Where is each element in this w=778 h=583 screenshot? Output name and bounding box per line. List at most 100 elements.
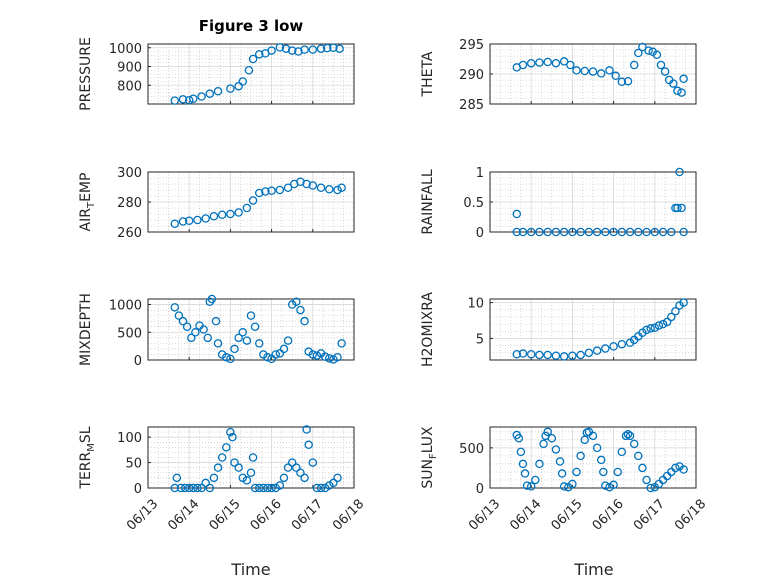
y-axis-label: SUNFLUX [420, 426, 439, 489]
data-point [238, 77, 248, 86]
data-point [207, 294, 217, 304]
data-point [588, 431, 598, 441]
data-point [316, 183, 326, 192]
data-point [213, 463, 223, 472]
x-tick-label: 06/14 [165, 497, 202, 534]
data-point [178, 217, 188, 226]
data-point [222, 443, 231, 452]
data-point [576, 227, 585, 237]
data-point [518, 227, 528, 237]
x-tick-label: 06/13 [124, 497, 161, 534]
data-point [312, 351, 322, 360]
data-point [178, 95, 188, 104]
y-tick-label: 285 [459, 98, 484, 113]
data-point [296, 468, 305, 477]
data-point [263, 483, 272, 493]
data-point [547, 433, 557, 443]
data-point [329, 355, 338, 364]
data-point [275, 481, 285, 490]
data-point [238, 473, 248, 483]
data-point [609, 480, 618, 490]
data-point [325, 184, 334, 194]
data-point [275, 43, 285, 52]
data-point [242, 476, 252, 485]
data-point [658, 319, 668, 329]
data-point [656, 60, 666, 70]
data-point [300, 316, 309, 326]
data-point [217, 453, 227, 462]
data-point [559, 352, 569, 361]
data-point [170, 219, 180, 228]
data-point [189, 483, 198, 493]
data-point [559, 227, 569, 237]
subplot-2: 285 290 295 THETA [420, 38, 697, 113]
data-point [180, 483, 190, 493]
data-point [304, 440, 313, 450]
data-point [617, 339, 627, 349]
data-point [222, 352, 231, 362]
data-point [213, 87, 223, 96]
data-point [673, 86, 682, 96]
data-point [205, 483, 215, 493]
data-point [320, 483, 330, 493]
data-point [629, 439, 639, 449]
subplot-5: 0 500 1000 MIXDEPTH [78, 293, 355, 369]
y-axis-label: MIXDEPTH [78, 293, 94, 366]
y-tick-label: 5 [476, 332, 484, 347]
data-point [300, 473, 309, 483]
y-tick-label: 300 [117, 166, 142, 181]
data-point [242, 203, 252, 213]
subplot-7: 0 50 100 06/13 06/14 06/15 06/16 06/17 06/18 TERR… [78, 425, 367, 534]
data-point [576, 451, 585, 461]
data-point [646, 324, 655, 333]
data-point [580, 66, 590, 76]
data-point [526, 58, 536, 68]
x-tick-label: 06/16 [248, 497, 285, 534]
x-tick-label: 06/18 [672, 497, 709, 534]
figure-title: Figure 3 low [199, 17, 304, 35]
data-point [283, 336, 293, 345]
data-point [522, 481, 532, 490]
data-point [230, 458, 239, 467]
data-point [671, 306, 680, 316]
y-axis-label: TERRMSL [78, 426, 97, 489]
data-point [209, 211, 219, 221]
y-tick-label: 0 [134, 482, 142, 497]
plot-frame [147, 171, 355, 233]
data-point [174, 311, 184, 320]
data-point [675, 167, 684, 177]
data-point [559, 482, 569, 491]
x-tick-label: 06/13 [466, 497, 503, 534]
data-point [250, 322, 260, 331]
data-point [308, 181, 318, 190]
data-point [254, 188, 264, 198]
data-point [308, 45, 318, 54]
x-tick-label: 06/17 [631, 497, 668, 534]
data-point [308, 458, 318, 467]
data-point [242, 336, 252, 345]
data-point [203, 333, 212, 343]
plot-frame [489, 43, 697, 105]
data-point [568, 227, 577, 237]
data-point [308, 350, 318, 359]
subplot-3: 260 280 300 AIRTEMP [78, 166, 355, 241]
y-tick-label: 1 [476, 166, 484, 181]
data-point [329, 43, 338, 53]
data-point [650, 227, 660, 237]
data-point [178, 316, 188, 326]
data-point [679, 74, 688, 84]
data-point [176, 483, 186, 493]
y-tick-label: 260 [117, 226, 142, 241]
data-point [572, 467, 581, 477]
y-tick-label: 10 [467, 297, 484, 312]
data-point [629, 60, 639, 70]
x-tick-label: 06/18 [330, 497, 367, 534]
data-point [642, 325, 651, 335]
y-axis-label: THETA [420, 51, 436, 97]
data-point [283, 183, 293, 192]
data-point [535, 459, 544, 469]
x-tick-label: 06/17 [289, 497, 326, 534]
y-tick-label: 280 [117, 196, 142, 211]
data-point [230, 344, 239, 354]
